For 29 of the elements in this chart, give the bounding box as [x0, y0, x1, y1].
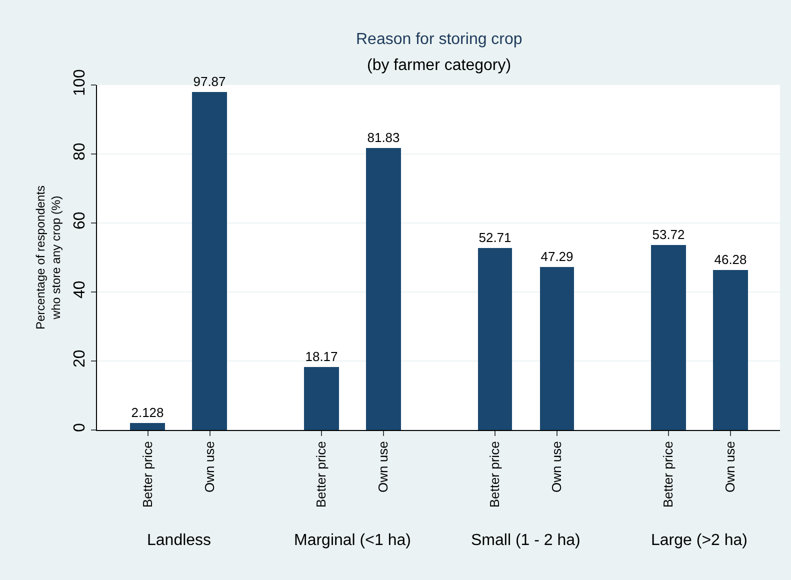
- text: Large (>2 ha): [651, 532, 748, 549]
- data-label: 53.72: [652, 227, 685, 242]
- data-label: 46.28: [714, 252, 747, 267]
- x-tick-label: Better price: [487, 441, 502, 508]
- x-tick-label: Own use: [722, 441, 738, 493]
- data-label: 2.128: [131, 405, 164, 420]
- y-tick-label: 100: [72, 69, 89, 96]
- text: Landless: [147, 532, 212, 549]
- y-tick-label: 40: [72, 280, 89, 298]
- y-tick-label: 80: [72, 142, 89, 160]
- data-label: 97.87: [193, 74, 226, 89]
- y-axis-title: Percentage of respondents who store any crop (%): [33, 185, 63, 330]
- text: Small (1 - 2 ha): [471, 532, 580, 549]
- x-tick-label: Better price: [660, 441, 676, 508]
- y-tick-label: 0: [72, 423, 89, 432]
- x-tick-label: Better price: [140, 441, 156, 508]
- chart-title: Reason for storing crop: [356, 31, 522, 48]
- data-label: 47.29: [540, 249, 574, 264]
- x-tick-label: Own use: [376, 441, 391, 493]
- x-tick-label: Own use: [202, 441, 218, 493]
- text: Marginal (<1 ha): [294, 532, 411, 549]
- x-tick-label: Better price: [314, 441, 329, 508]
- chart-subtitle: (by farmer category): [367, 57, 512, 74]
- data-label: 81.83: [367, 130, 400, 145]
- x-tick-label: Own use: [549, 441, 564, 493]
- data-label: 52.71: [478, 230, 512, 245]
- y-tick-label: 60: [72, 212, 89, 230]
- y-tick-label: 20: [72, 350, 89, 368]
- data-label: 18.17: [305, 349, 338, 364]
